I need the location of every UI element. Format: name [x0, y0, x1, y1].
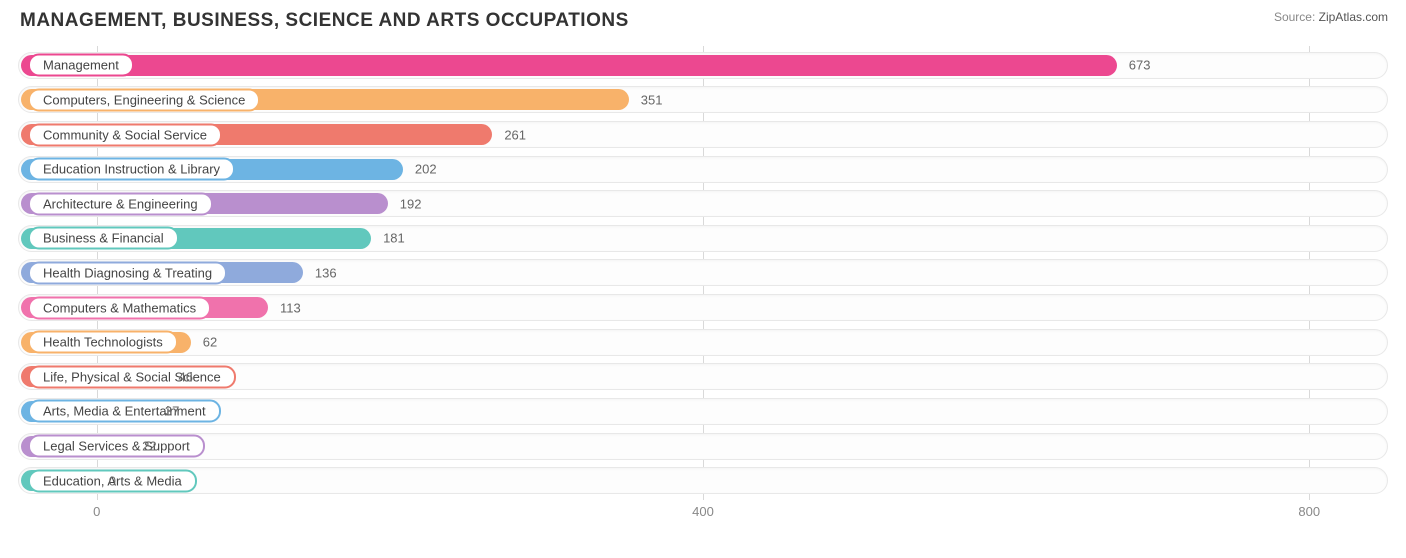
bar-value-label: 22 [142, 439, 156, 454]
bar-track [18, 433, 1388, 460]
bar-label-pill: Computers & Mathematics [28, 296, 211, 319]
source-attribution: Source: ZipAtlas.com [1274, 10, 1388, 24]
bar-value-label: 261 [504, 127, 526, 142]
bar-track [18, 467, 1388, 494]
bar-label-pill: Architecture & Engineering [28, 192, 213, 215]
bar-track [18, 398, 1388, 425]
bar-label-pill: Life, Physical & Social Science [28, 365, 236, 388]
bar-value-label: 62 [203, 335, 217, 350]
bar-label-pill: Legal Services & Support [28, 435, 205, 458]
bar-row: Legal Services & Support22 [18, 433, 1388, 460]
x-axis: 0 400 800 [18, 504, 1388, 524]
bar-label-pill: Arts, Media & Entertainment [28, 400, 221, 423]
chart-title: MANAGEMENT, BUSINESS, SCIENCE AND ARTS O… [20, 10, 1388, 32]
bar-label-pill: Health Diagnosing & Treating [28, 261, 227, 284]
bar-label-pill: Computers, Engineering & Science [28, 88, 260, 111]
bar-row: Education Instruction & Library 202 [18, 156, 1388, 183]
source-site: ZipAtlas.com [1319, 10, 1388, 24]
chart-plot-area: Management 673 Computers, Engineering & Sc… [18, 46, 1388, 524]
bar-row: Management 673 [18, 52, 1388, 79]
bar-value-label: 37 [165, 404, 179, 419]
bar-label-pill: Health Technologists [28, 331, 178, 354]
bar-row: Education, Arts & Media0 [18, 467, 1388, 494]
bar-row: Community & Social Service 261 [18, 121, 1388, 148]
bars-layer: Management 673 Computers, Engineering & Sc… [18, 46, 1388, 500]
bar-row: Computers & Mathematics 113 [18, 294, 1388, 321]
bar-track [18, 329, 1388, 356]
bar-value-label: 202 [415, 162, 437, 177]
bar-row: Computers, Engineering & Science 351 [18, 86, 1388, 113]
bar-fill [21, 55, 1117, 76]
axis-tick-label: 0 [93, 504, 100, 519]
axis-tick-label: 400 [692, 504, 714, 519]
axis-tick-label: 800 [1298, 504, 1320, 519]
source-label: Source: [1274, 10, 1315, 24]
bar-value-label: 113 [280, 300, 301, 315]
bar-row: Health Technologists 62 [18, 329, 1388, 356]
bar-value-label: 192 [400, 196, 422, 211]
bar-label-pill: Management [28, 54, 134, 77]
bar-row: Health Diagnosing & Treating 136 [18, 259, 1388, 286]
bar-value-label: 136 [315, 265, 337, 280]
bar-row: Architecture & Engineering 192 [18, 190, 1388, 217]
bar-value-label: 46 [178, 369, 192, 384]
bar-row: Business & Financial 181 [18, 225, 1388, 252]
bar-label-pill: Education Instruction & Library [28, 158, 235, 181]
bar-value-label: 181 [383, 231, 405, 246]
bar-label-pill: Community & Social Service [28, 123, 222, 146]
bar-label-pill: Business & Financial [28, 227, 179, 250]
bar-row: Life, Physical & Social Science46 [18, 363, 1388, 390]
bar-value-label: 673 [1129, 58, 1151, 73]
chart-container: MANAGEMENT, BUSINESS, SCIENCE AND ARTS O… [0, 0, 1406, 558]
bar-value-label: 351 [641, 92, 663, 107]
bar-value-label: 0 [109, 473, 116, 488]
bar-row: Arts, Media & Entertainment37 [18, 398, 1388, 425]
